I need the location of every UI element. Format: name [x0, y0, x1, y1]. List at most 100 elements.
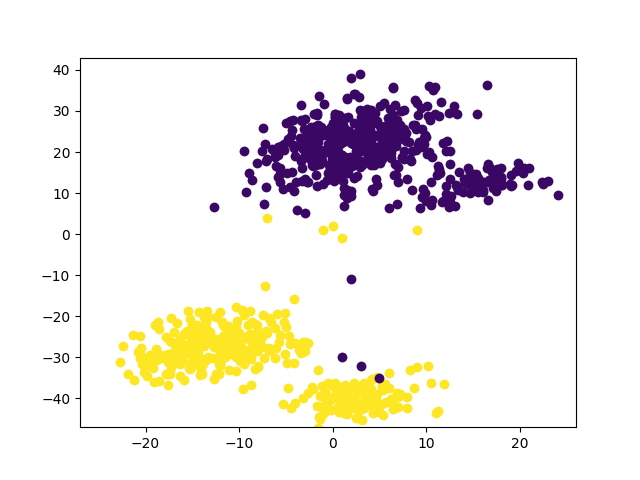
Point — [310, 161, 321, 168]
Point — [390, 160, 401, 168]
Point — [330, 110, 340, 118]
Point — [342, 129, 353, 136]
Point — [315, 415, 325, 422]
Point — [237, 347, 248, 354]
Point — [307, 137, 317, 144]
Point — [370, 144, 380, 151]
Point — [214, 347, 225, 355]
Point — [407, 147, 417, 155]
Point — [342, 194, 352, 202]
Point — [342, 169, 353, 177]
Point — [238, 345, 248, 352]
Point — [245, 352, 255, 360]
Point — [186, 334, 196, 341]
Point — [385, 105, 395, 113]
Point — [253, 362, 264, 370]
Point — [279, 146, 289, 154]
Point — [139, 368, 149, 376]
Point — [319, 131, 330, 139]
Point — [384, 128, 394, 136]
Point — [270, 354, 280, 362]
Point — [339, 138, 349, 145]
Point — [245, 381, 255, 389]
Point — [239, 353, 250, 360]
Point — [310, 146, 320, 154]
Point — [236, 350, 246, 358]
Point — [465, 189, 475, 196]
Point — [136, 344, 146, 351]
Point — [380, 137, 390, 145]
Point — [188, 340, 198, 348]
Point — [188, 351, 198, 359]
Point — [379, 384, 389, 391]
Point — [143, 354, 153, 361]
Point — [264, 314, 275, 322]
Point — [302, 145, 312, 153]
Point — [391, 122, 401, 130]
Point — [307, 161, 317, 169]
Point — [315, 154, 325, 162]
Point — [338, 394, 348, 402]
Point — [296, 177, 307, 185]
Point — [270, 162, 280, 170]
Point — [357, 131, 367, 139]
Point — [239, 311, 249, 319]
Point — [374, 408, 385, 416]
Point — [257, 343, 268, 351]
Point — [202, 336, 212, 344]
Point — [364, 144, 374, 152]
Point — [279, 318, 289, 326]
Point — [195, 341, 205, 349]
Point — [355, 163, 365, 170]
Point — [367, 132, 377, 140]
Point — [238, 385, 248, 393]
Point — [538, 180, 548, 188]
Point — [315, 392, 325, 399]
Point — [415, 143, 426, 150]
Point — [506, 182, 516, 190]
Point — [203, 313, 213, 321]
Point — [368, 187, 378, 194]
Point — [344, 137, 354, 144]
Point — [361, 397, 371, 405]
Point — [388, 132, 398, 140]
Point — [286, 132, 296, 139]
Point — [333, 111, 344, 119]
Point — [380, 142, 390, 150]
Point — [352, 132, 362, 139]
Point — [375, 130, 385, 138]
Point — [392, 137, 403, 144]
Point — [305, 130, 315, 137]
Point — [319, 126, 329, 134]
Point — [435, 167, 445, 175]
Point — [483, 196, 493, 204]
Point — [473, 187, 483, 195]
Point — [228, 339, 239, 347]
Point — [300, 125, 310, 133]
Point — [358, 404, 369, 412]
Point — [407, 186, 417, 193]
Point — [330, 391, 340, 399]
Point — [257, 333, 267, 341]
Point — [337, 130, 347, 137]
Point — [195, 363, 205, 371]
Point — [339, 153, 349, 160]
Point — [355, 124, 365, 132]
Point — [154, 325, 164, 333]
Point — [239, 360, 249, 368]
Point — [335, 126, 346, 133]
Point — [312, 366, 323, 373]
Point — [397, 153, 407, 161]
Point — [308, 144, 319, 152]
Point — [184, 315, 195, 323]
Point — [380, 122, 390, 130]
Point — [128, 331, 138, 338]
Point — [309, 156, 319, 164]
Point — [391, 171, 401, 179]
Point — [192, 329, 202, 336]
Point — [431, 409, 441, 417]
Point — [426, 379, 436, 386]
Point — [290, 339, 300, 347]
Point — [381, 142, 392, 149]
Point — [245, 307, 255, 314]
